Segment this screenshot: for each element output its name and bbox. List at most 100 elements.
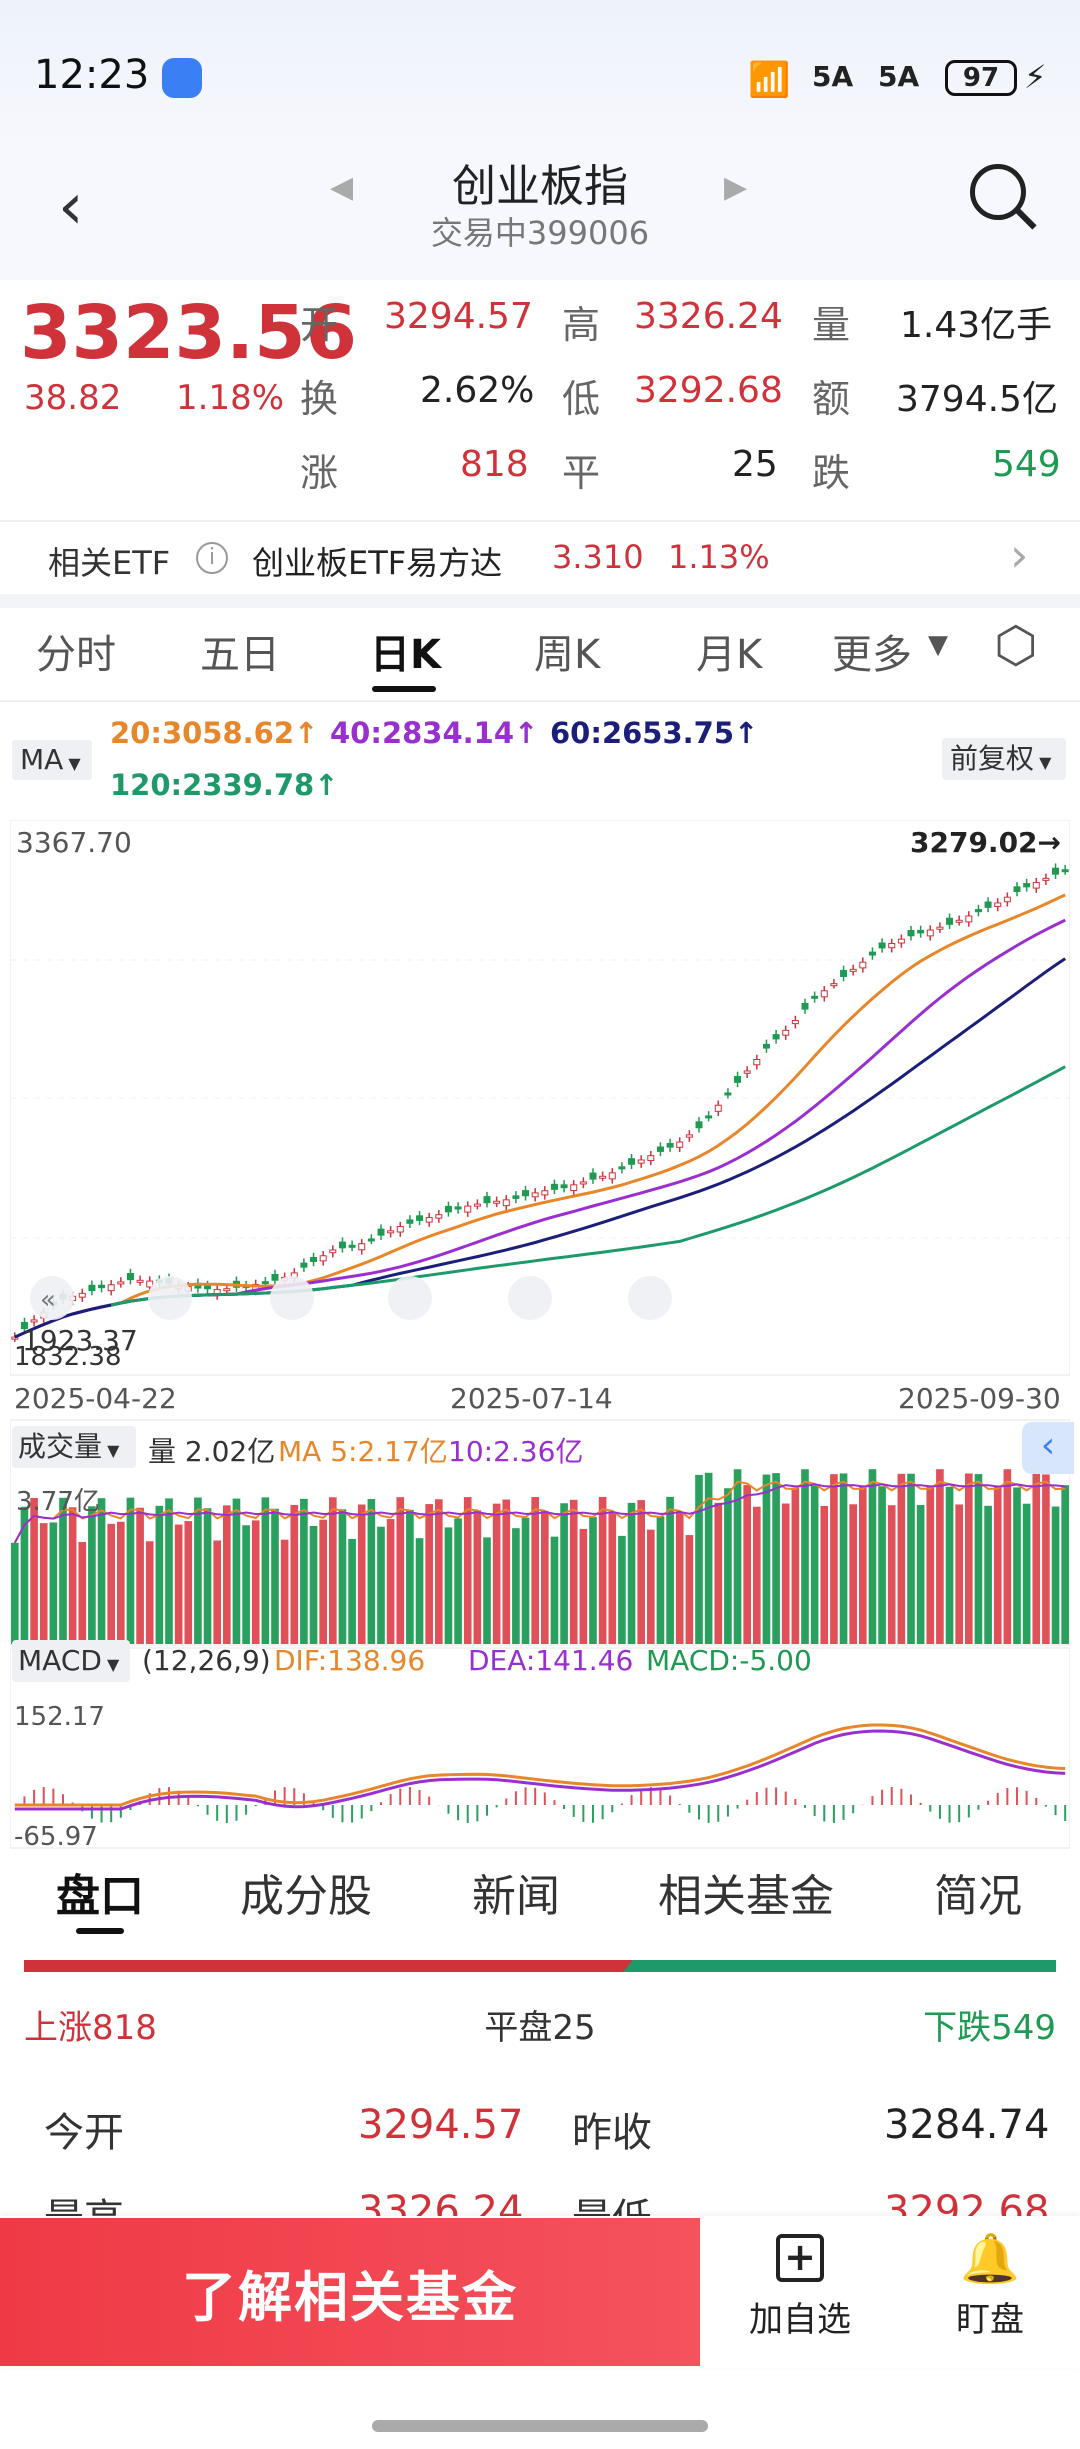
- candles: [11, 863, 1069, 1342]
- candle-body: [444, 1205, 452, 1213]
- volume-bar: [868, 1469, 877, 1644]
- volume-bar: [589, 1517, 597, 1644]
- next-icon: [508, 1276, 552, 1320]
- info-icon[interactable]: i: [196, 542, 228, 574]
- candle-body: [637, 1159, 645, 1164]
- tab-constituents[interactable]: 成分股: [240, 1871, 372, 1922]
- volume-button[interactable]: 成交量 ▼: [12, 1426, 136, 1468]
- volume-bar: [1051, 1506, 1060, 1644]
- price-change-pct: 1.18%: [176, 378, 285, 418]
- kline-low-label-2: 1832.38: [14, 1342, 122, 1372]
- adjust-dropdown[interactable]: 前复权 ▼: [942, 738, 1066, 780]
- candle-body: [830, 983, 838, 987]
- fullscreen-icon: [628, 1276, 672, 1320]
- volume-bar: [377, 1526, 385, 1644]
- volume-bar: [859, 1486, 867, 1644]
- candle-body: [753, 1058, 761, 1066]
- volume-bar: [107, 1523, 115, 1644]
- candle-body: [647, 1155, 655, 1161]
- zoom-out-icon: [148, 1276, 192, 1320]
- amount-value: 3794.5亿: [896, 379, 1058, 420]
- next-index-icon[interactable]: ▶: [724, 170, 748, 205]
- volume-bar: [772, 1473, 780, 1644]
- volume-value: 1.43亿手: [900, 305, 1053, 346]
- volume-bar: [984, 1505, 992, 1644]
- candle-body: [522, 1190, 530, 1197]
- etf-row[interactable]: 相关ETF i 创业板ETF易方达 3.310 1.13% ›: [0, 522, 1080, 592]
- low-value: 3292.68: [634, 370, 783, 411]
- tab-five-day[interactable]: 五日: [200, 632, 280, 678]
- tab-more[interactable]: 更多: [832, 632, 912, 678]
- volume-button-label: 成交量: [18, 1430, 103, 1463]
- related-funds-button[interactable]: 了解相关基金: [0, 2218, 700, 2366]
- macd-dif: DIF:138.96: [274, 1644, 426, 1677]
- kline-chart[interactable]: 3367.70 3279.02→ 1923.37 1832.38 « 2025-…: [10, 820, 1070, 1850]
- candle-body: [136, 1279, 144, 1283]
- watch-button[interactable]: 🔔 盯盘: [900, 2216, 1080, 2368]
- volume-bar: [97, 1498, 106, 1644]
- tab-monthly-k[interactable]: 月K: [696, 632, 763, 678]
- kline-max-label: 3367.70: [16, 826, 132, 859]
- volume-bar: [965, 1473, 973, 1644]
- volume-bar: [155, 1505, 164, 1644]
- back-icon[interactable]: ‹: [58, 170, 84, 244]
- tab-quote[interactable]: 盘口: [56, 1871, 144, 1922]
- tab-intraday[interactable]: 分时: [36, 632, 116, 678]
- candle-body: [560, 1184, 568, 1189]
- etf-pct: 1.13%: [668, 538, 770, 576]
- date-left: 2025-04-22: [14, 1382, 177, 1415]
- ma-button[interactable]: MA ▼: [12, 740, 92, 780]
- volume-bar: [88, 1506, 96, 1644]
- search-icon[interactable]: [970, 164, 1026, 220]
- tab-profile[interactable]: 简况: [934, 1871, 1022, 1922]
- volume-bar: [541, 1510, 549, 1644]
- candle-body: [734, 1075, 742, 1083]
- candle-body: [493, 1200, 501, 1204]
- last-price: 3323.56: [20, 290, 358, 376]
- candle-body: [1052, 867, 1060, 875]
- down-count: 549: [992, 444, 1061, 485]
- chart-tabs: 分时 五日 日K 周K 月K 更多 ▼ ⬡: [0, 616, 1080, 692]
- volume-bar: [531, 1497, 539, 1644]
- dropdown-icon: ▼: [1034, 753, 1052, 772]
- candle-body: [782, 1029, 790, 1036]
- macd-max-label: 152.17: [14, 1702, 105, 1732]
- settings-icon[interactable]: ⬡: [994, 616, 1038, 674]
- scroll-left-icon: [30, 1276, 74, 1320]
- add-watchlist-button[interactable]: + 加自选: [700, 2216, 900, 2368]
- volume-bar: [223, 1505, 231, 1644]
- tab-weekly-k[interactable]: 周K: [534, 632, 601, 678]
- candle-body: [705, 1115, 713, 1119]
- dea-line: [14, 1729, 1066, 1811]
- volume-bar: [521, 1517, 530, 1644]
- volume-bar: [810, 1485, 819, 1644]
- candle-body: [146, 1280, 154, 1288]
- tab-daily-k[interactable]: 日K: [370, 632, 441, 678]
- volume-value: 量 2.02亿: [148, 1435, 276, 1468]
- prev-index-icon[interactable]: ◀: [330, 170, 354, 205]
- candle-body: [20, 1321, 28, 1330]
- volume-bar: [271, 1508, 279, 1644]
- detail-tabs: 盘口 成分股 新闻 相关基金 简况: [0, 1856, 1080, 1936]
- collapse-panel-icon[interactable]: ‹: [1022, 1422, 1074, 1474]
- breadth-up-fill: [24, 1960, 633, 1972]
- macd-button[interactable]: MACD ▼: [12, 1640, 130, 1682]
- charging-icon: ⚡: [1024, 58, 1047, 96]
- candle-body: [685, 1134, 693, 1138]
- tab-news[interactable]: 新闻: [472, 1871, 560, 1922]
- tab-related-funds[interactable]: 相关基金: [658, 1871, 834, 1922]
- volume-bar: [425, 1504, 433, 1644]
- breadth-down-label: 下跌549: [923, 2008, 1056, 2048]
- candle-body: [868, 951, 876, 956]
- candle-body: [897, 938, 905, 944]
- volume-bar: [849, 1504, 857, 1644]
- volume-bar: [724, 1488, 732, 1644]
- ma60-value: 60:2653.75↑: [550, 716, 759, 750]
- ma20-value: 20:3058.62↑: [110, 716, 319, 750]
- open-value: 3294.57: [384, 296, 533, 337]
- volume-ma5: MA 5:2.17亿: [278, 1435, 448, 1468]
- candle-body: [840, 969, 848, 977]
- volume-bar: [473, 1510, 482, 1644]
- candle-body: [483, 1196, 491, 1204]
- candle-body: [907, 930, 915, 937]
